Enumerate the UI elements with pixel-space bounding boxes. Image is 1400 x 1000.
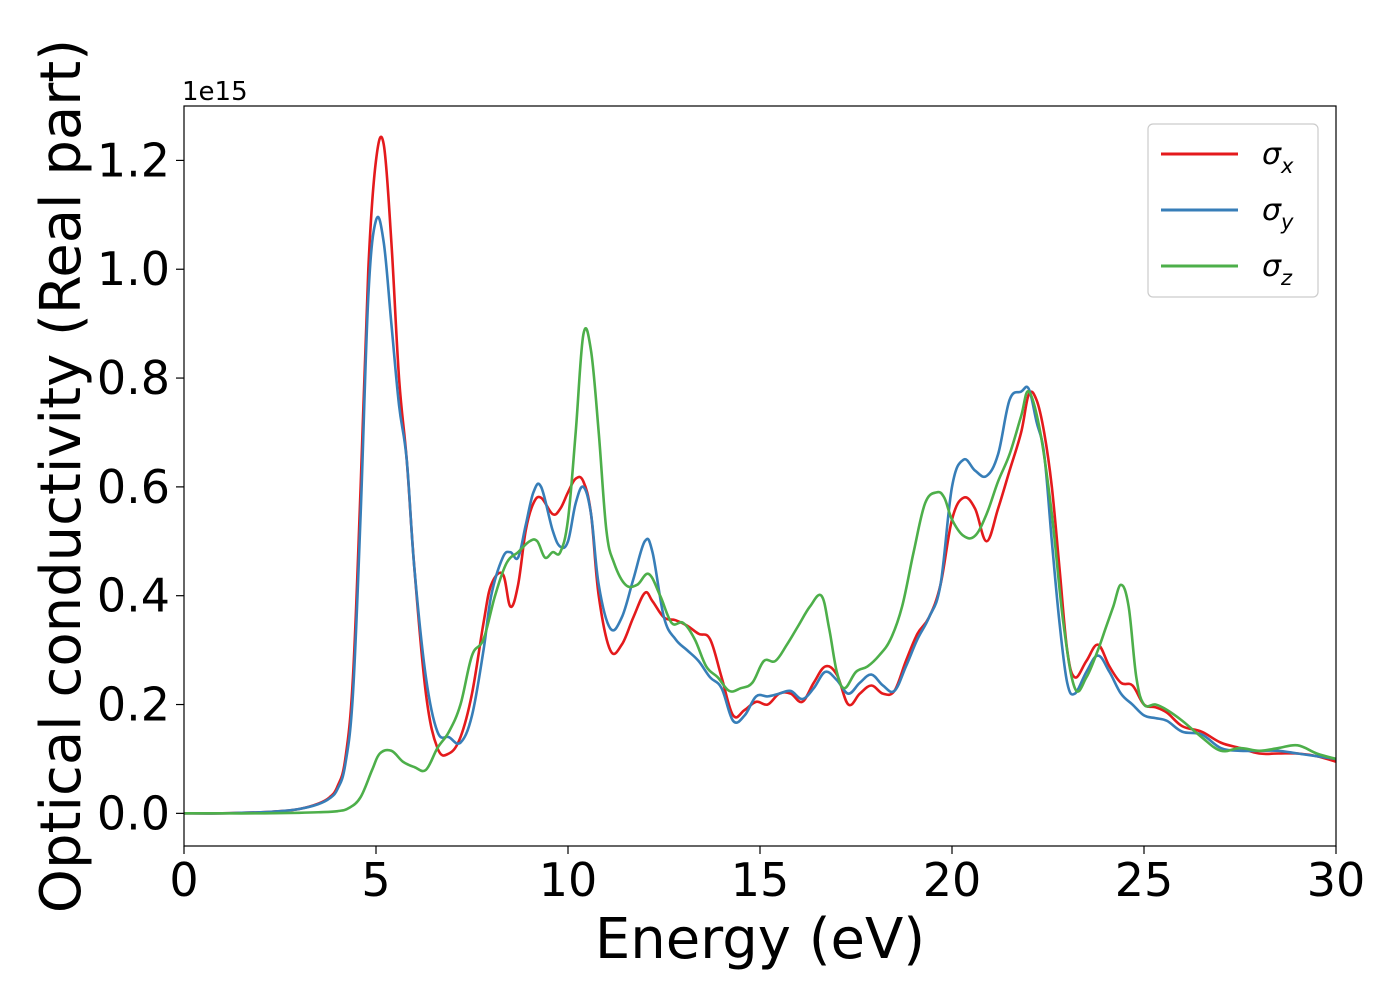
y-offset-label: 1e15 bbox=[182, 77, 248, 107]
y-tick-label: 0.4 bbox=[97, 569, 170, 623]
y-tick-label: 0.0 bbox=[97, 786, 170, 840]
x-tick-label: 25 bbox=[1115, 853, 1174, 907]
x-tick-label: 30 bbox=[1307, 853, 1366, 907]
y-axis: 0.0 0.2 0.4 0.6 0.8 1.0 1.2 bbox=[97, 133, 184, 840]
x-tick-label: 20 bbox=[923, 853, 982, 907]
y-tick-label: 0.2 bbox=[97, 678, 170, 732]
series-line-sigma-z bbox=[184, 327, 1336, 815]
x-tick-label: 10 bbox=[539, 853, 598, 907]
y-tick-label: 1.0 bbox=[97, 242, 170, 296]
y-tick-label: 0.8 bbox=[97, 351, 170, 405]
series-line-sigma-y bbox=[184, 215, 1336, 815]
x-axis-label: Energy (eV) bbox=[595, 907, 925, 972]
x-tick-label: 15 bbox=[731, 853, 790, 907]
y-tick-label: 0.6 bbox=[97, 460, 170, 514]
x-tick-label: 5 bbox=[361, 853, 390, 907]
x-tick-label: 0 bbox=[169, 853, 198, 907]
series-line-sigma-x bbox=[184, 135, 1336, 815]
y-axis-label: Optical conductivity (Real part) bbox=[29, 39, 94, 913]
x-axis: 0 5 10 15 20 25 30 bbox=[169, 846, 1365, 907]
y-tick-label: 1.2 bbox=[97, 133, 170, 187]
series-layer bbox=[184, 135, 1336, 815]
